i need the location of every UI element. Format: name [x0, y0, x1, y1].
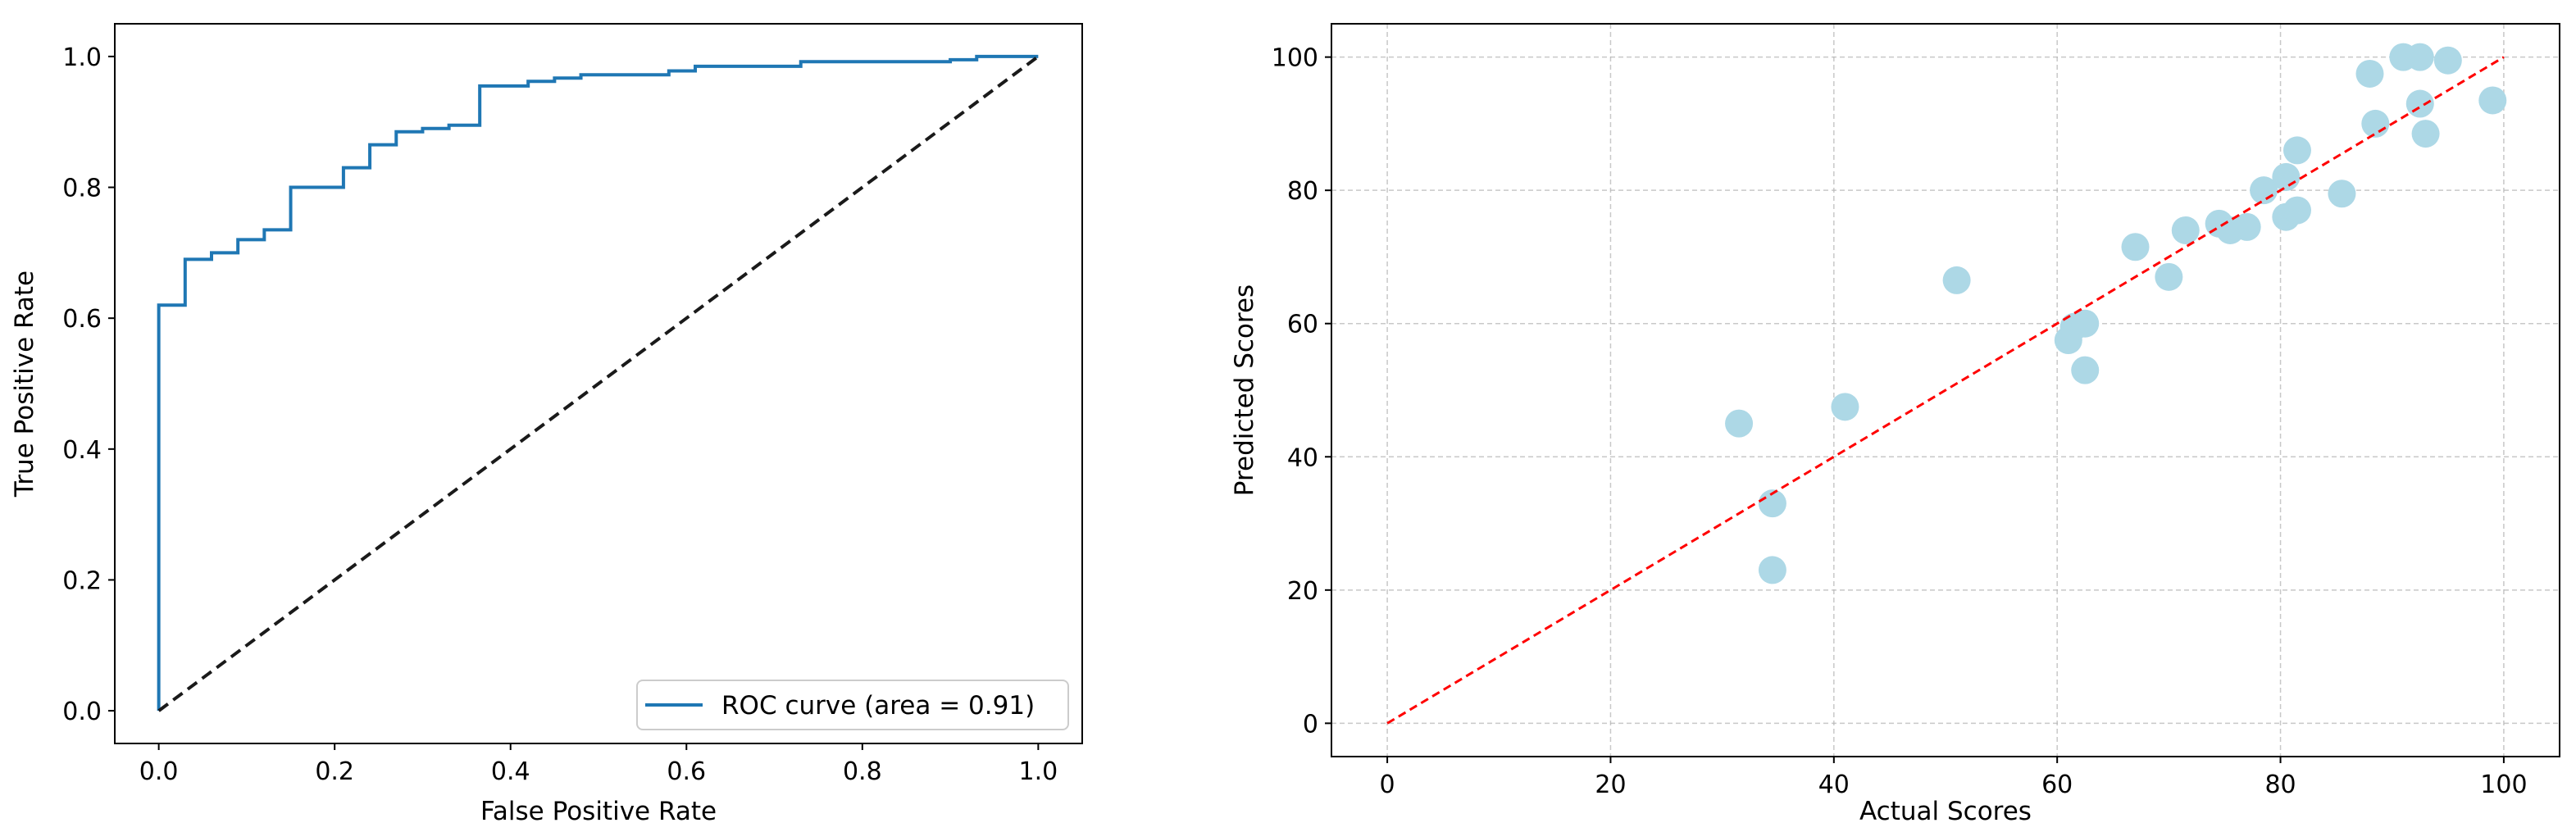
scores-y-tick-label: 80: [1287, 177, 1318, 206]
scores-x-tick-label: 20: [1595, 771, 1626, 799]
roc-y-axis-label: True Positive Rate: [10, 271, 39, 498]
scores-y-axis-label: Predicted Scores: [1230, 284, 1259, 496]
roc-y-tick-label: 0.8: [62, 175, 102, 203]
roc-x-tick-label: 0.8: [843, 757, 882, 786]
scatter-point: [2232, 212, 2261, 241]
roc-legend-box: [636, 680, 1069, 730]
scores-y-tick-label: 60: [1287, 311, 1318, 339]
scores-x-tick-label: 80: [2264, 771, 2296, 799]
scatter-point: [2433, 46, 2462, 75]
scatter-point: [1831, 393, 1859, 421]
scatter-point: [1942, 266, 1971, 294]
roc-x-tick-label: 0.0: [139, 757, 179, 786]
scatter-point: [2361, 109, 2390, 138]
scores-y-tick-label: 0: [1303, 710, 1318, 739]
roc-reference-line: [157, 55, 1040, 712]
scatter-point: [2071, 309, 2100, 338]
scatter-point: [2405, 43, 2434, 71]
roc-legend-label: ROC curve (area = 0.91): [721, 691, 1035, 721]
roc-curve-line: [157, 54, 1039, 712]
roc-x-tick-label: 1.0: [1019, 757, 1058, 786]
scatter-point: [2355, 59, 2384, 88]
scores-chart: 0 20 40 60 80 100 0 20 40 60 80 100 Actual Scores P…: [1230, 23, 2560, 826]
scatter-point: [2282, 136, 2311, 165]
roc-x-axis-label: False Positive Rate: [480, 797, 717, 826]
roc-x-tick-label: 0.4: [491, 757, 530, 786]
roc-legend: ROC curve (area = 0.91): [636, 680, 1069, 730]
roc-x-tick-label: 0.2: [315, 757, 354, 786]
scores-y-tick-label: 100: [1272, 44, 1318, 73]
scatter-point: [2478, 86, 2507, 115]
scores-x-tick-label: 40: [1818, 771, 1850, 799]
scores-x-tick-label: 100: [2480, 771, 2527, 799]
scores-y-tick-label: 20: [1287, 577, 1318, 606]
scatter-point: [2282, 196, 2311, 225]
roc-x-tick-label: 0.6: [667, 757, 706, 786]
scatter-point: [2328, 180, 2356, 208]
scatter-point: [2411, 120, 2440, 148]
scatter-point: [2155, 262, 2183, 291]
scatter-point: [2405, 89, 2434, 118]
roc-chart: 0.0 0.2 0.4 0.6 0.8 1.0 0.0 0.2 0.4 0.6 0.8 1.0 Fal…: [10, 23, 1083, 826]
scores-x-tick-label: 0: [1380, 771, 1395, 799]
roc-plot-frame: [114, 23, 1083, 744]
scatter-point: [2272, 162, 2301, 191]
scatter-point: [1758, 556, 1786, 584]
roc-y-tick-label: 0.0: [62, 698, 102, 726]
roc-y-tick-label: 1.0: [62, 43, 102, 72]
scatter-point: [1725, 409, 1754, 438]
scatter-point: [2171, 216, 2200, 244]
roc-y-tick-label: 0.2: [62, 566, 102, 595]
roc-y-tick-label: 0.6: [62, 305, 102, 334]
scores-x-tick-label: 60: [2041, 771, 2073, 799]
scatter-point: [2071, 356, 2100, 384]
scatter-point: [2121, 233, 2150, 261]
scores-y-tick-label: 40: [1287, 443, 1318, 472]
scores-reference-line: [1386, 56, 2505, 725]
roc-y-tick-label: 0.4: [62, 436, 102, 465]
scores-plot-frame: [1331, 23, 2560, 757]
scores-x-axis-label: Actual Scores: [1859, 797, 2032, 826]
